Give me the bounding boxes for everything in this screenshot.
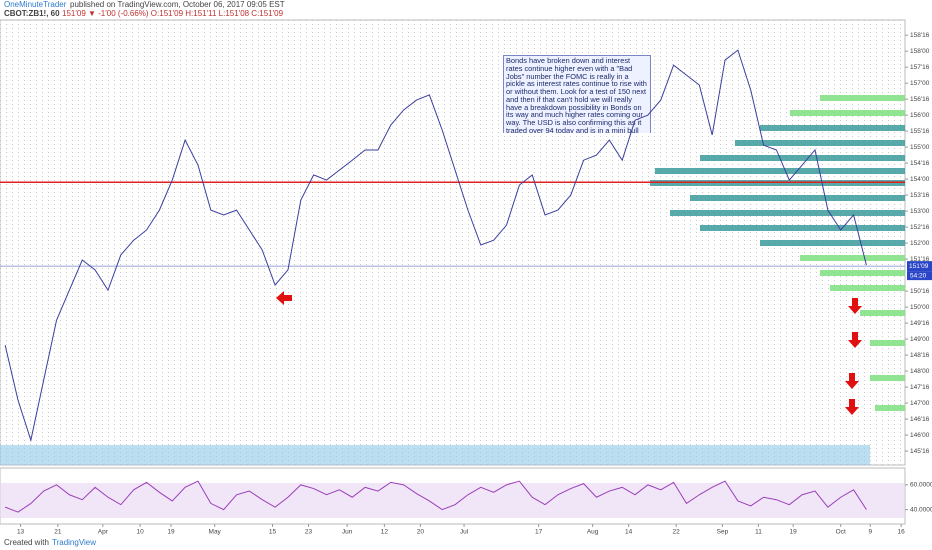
publisher: OneMinuteTrader <box>4 0 67 9</box>
y-tick-label: 151'16 <box>910 256 930 263</box>
price-line <box>4 49 867 443</box>
x-tick-label: 10 <box>137 529 145 536</box>
created: Created with <box>4 538 49 547</box>
quote: 151'09 ▼ -1'00 (-0.66%) O:151'09 H:151'1… <box>62 9 284 18</box>
price-tag <box>907 261 932 272</box>
volume-profile <box>650 95 905 411</box>
price-tag-label: 151'09 <box>909 263 929 270</box>
y-tick-label: 60.0000 <box>910 482 932 489</box>
x-tick-label: 16 <box>898 529 906 536</box>
y-tick-label: 154'16 <box>910 160 930 167</box>
x-tick-label: Jun <box>342 529 353 536</box>
x-tick-label: Apr <box>98 529 109 536</box>
x-tick-label: Oct <box>836 529 846 536</box>
y-tick-label: 157'16 <box>910 64 930 71</box>
y-tick-label: 155'00 <box>910 144 930 151</box>
y-tick-label: 154'00 <box>910 176 930 183</box>
y-tick-label: 145'16 <box>910 448 930 455</box>
y-tick-label: 153'00 <box>910 208 930 215</box>
y-tick-label: 149'00 <box>910 336 930 343</box>
rsi-band <box>0 483 905 518</box>
x-tick-label: 14 <box>625 529 633 536</box>
y-tick-label: 146'16 <box>910 416 930 423</box>
y-tick-label: 148'00 <box>910 368 930 375</box>
x-tick-label: 19 <box>790 529 798 536</box>
y-tick-label: 146'00 <box>910 432 930 439</box>
x-tick-label: Sep <box>717 529 729 536</box>
countdown: 54:20 <box>910 272 927 279</box>
x-tick-label: May <box>209 529 222 536</box>
y-tick-label: 150'16 <box>910 288 930 295</box>
y-tick-label: 147'16 <box>910 384 930 391</box>
y-tick-label: 152'16 <box>910 224 930 231</box>
y-tick-label: 156'00 <box>910 112 930 119</box>
arrows <box>276 291 862 415</box>
x-tick-label: 22 <box>673 529 681 536</box>
y-tick-label: 147'00 <box>910 400 930 407</box>
volume <box>0 445 870 465</box>
x-tick-label: Jul <box>460 529 469 536</box>
x-tick-label: 11 <box>755 529 762 536</box>
x-tick-label: 9 <box>868 529 872 536</box>
grid <box>0 20 905 465</box>
y-tick-label: 148'16 <box>910 352 930 359</box>
y-tick-label: 153'16 <box>910 192 930 199</box>
y-tick-label: 40.0000 <box>910 506 932 513</box>
y-tick-label: 149'16 <box>910 320 930 327</box>
y-tick-label: 158'00 <box>910 48 930 55</box>
brand: TradingView <box>52 538 96 547</box>
annotation-box: Bonds have broken down and interest rate… <box>503 55 651 133</box>
x-tick-label: 15 <box>269 529 277 536</box>
x-tick-label: Aug <box>587 529 599 536</box>
x-tick-label: 20 <box>417 529 425 536</box>
x-tick-label: 21 <box>54 529 62 536</box>
published: published on TradingView.com, October 06… <box>70 0 285 9</box>
x-tick-label: 12 <box>381 529 389 536</box>
x-tick-label: 13 <box>17 529 25 536</box>
x-tick-label: 23 <box>305 529 313 536</box>
x-tick-label: 17 <box>535 529 543 536</box>
y-tick-label: 158'16 <box>910 32 930 39</box>
annotation: Bonds have broken down and interest rate… <box>503 55 651 133</box>
countdown-tag <box>907 271 932 281</box>
y-tick-label: 157'00 <box>910 80 930 87</box>
price-line <box>4 480 867 513</box>
y-tick-label: 156'16 <box>910 96 930 103</box>
symbol: CBOT:ZB1!, 60 <box>4 9 60 18</box>
y-tick-label: 152'00 <box>910 240 930 247</box>
y-tick-label: 150'00 <box>910 304 930 311</box>
y-tick-label: 155'16 <box>910 128 930 135</box>
x-tick-label: 19 <box>167 529 175 536</box>
